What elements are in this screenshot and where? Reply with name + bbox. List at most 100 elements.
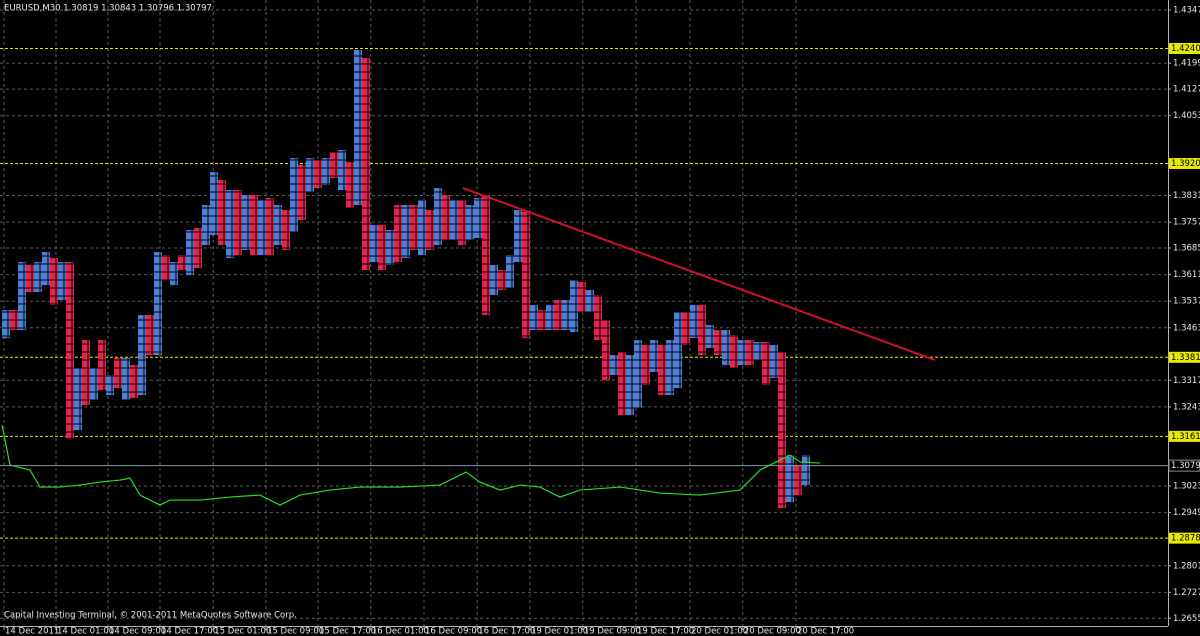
level-label: 1.33810 — [1171, 353, 1200, 363]
x-tick-label: 19 Dec 17:00 — [637, 627, 694, 636]
chart-title: EURUSD,M30 1.30819 1.30843 1.30796 1.307… — [4, 4, 212, 14]
o-column — [314, 160, 322, 189]
x-column — [274, 205, 282, 246]
x-tick-label: 15 Dec 01:00 — [214, 627, 271, 636]
x-column — [322, 158, 330, 186]
x-tick-label: 15 Dec 17:00 — [319, 627, 376, 636]
o-column — [50, 258, 58, 306]
y-tick-label: 1.41991 — [1173, 59, 1200, 69]
grid — [0, 0, 1168, 626]
o-column — [298, 165, 306, 221]
o-column — [394, 205, 402, 263]
x-column — [650, 340, 658, 373]
x-tick-label: 16 Dec 01:00 — [372, 627, 429, 636]
o-column — [234, 190, 242, 256]
x-column — [170, 262, 178, 286]
copyright: Capital Investing Terminal, © 2001-2011 … — [4, 611, 297, 621]
x-column — [258, 200, 266, 256]
x-column — [306, 158, 314, 193]
x-column — [610, 355, 618, 376]
y-tick-label: 1.36851 — [1173, 243, 1200, 253]
o-column — [538, 310, 546, 331]
x-column — [690, 305, 698, 339]
o-column — [522, 212, 530, 339]
x-tick-label: 14 Dec 01:00 — [57, 627, 114, 636]
x-column — [122, 358, 130, 401]
o-column — [218, 180, 226, 246]
o-column — [458, 200, 466, 246]
o-column — [378, 225, 386, 271]
o-column — [714, 330, 722, 356]
o-column — [762, 342, 770, 386]
o-column — [10, 310, 18, 331]
x-column — [586, 290, 594, 313]
o-column — [426, 210, 434, 251]
y-tick-label: 1.30231 — [1173, 481, 1200, 491]
x-column — [418, 200, 426, 256]
o-column — [26, 265, 34, 293]
level-label-box — [1169, 351, 1200, 363]
x-tick-label: 14 Dec 09:00 — [109, 627, 166, 636]
y-tick-label: 1.27271 — [1173, 588, 1200, 598]
level-label-box — [1169, 158, 1200, 170]
y-tick-label: 1.36111 — [1173, 270, 1200, 280]
x-tick-label: 19 Dec 09:00 — [584, 627, 641, 636]
x-tick-label: 19 Dec 01:00 — [531, 627, 588, 636]
x-column — [802, 455, 810, 486]
level-label: 1.39200 — [1171, 159, 1200, 169]
x-column — [450, 200, 458, 241]
x-column — [666, 340, 674, 396]
y-tick-label: 1.28011 — [1173, 561, 1200, 571]
y-tick-label: 1.35371 — [1173, 297, 1200, 307]
x-column — [210, 172, 218, 236]
o-column — [162, 255, 170, 281]
x-column — [770, 345, 778, 379]
y-tick-label: 1.34631 — [1173, 323, 1200, 333]
x-column — [722, 330, 730, 366]
x-column — [386, 230, 394, 266]
o-column — [410, 205, 418, 251]
x-column — [434, 188, 442, 246]
o-column — [698, 305, 706, 356]
o-column — [82, 340, 90, 406]
o-column — [178, 255, 186, 271]
o-column — [498, 270, 506, 291]
o-column — [794, 465, 802, 496]
indicator-line — [1, 424, 821, 506]
x-column — [634, 340, 642, 409]
x-tick-label: 16 Dec 17:00 — [478, 627, 535, 636]
y-tick-label: 1.26551 — [1173, 614, 1200, 624]
y-tick-label: 1.41271 — [1173, 85, 1200, 95]
x-column — [154, 252, 162, 356]
x-column — [786, 455, 794, 503]
x-column — [290, 158, 298, 233]
o-column — [362, 58, 370, 271]
o-column — [482, 195, 490, 316]
trend-line — [462, 187, 936, 361]
level-label: 1.28780 — [1171, 534, 1200, 544]
y-tick-label: 1.4347 — [1173, 6, 1200, 16]
o-column — [554, 300, 562, 331]
x-tick-label: 20 Dec 09:00 — [744, 627, 801, 636]
x-column — [562, 300, 570, 331]
level-label-box — [1169, 430, 1200, 442]
level-label: 1.42400 — [1171, 44, 1200, 54]
x-column — [242, 195, 250, 251]
x-column — [34, 262, 42, 293]
o-column — [658, 345, 666, 396]
x-column — [42, 252, 50, 286]
o-column — [602, 320, 610, 381]
x-column — [2, 310, 10, 339]
last-price-label: 1.30797 — [1171, 461, 1200, 471]
y-tick-label: 1.32431 — [1173, 402, 1200, 412]
x-tick-label: 14 Dec 17:00 — [161, 627, 218, 636]
x-column — [354, 50, 362, 206]
o-column — [266, 198, 274, 256]
x-column — [90, 368, 98, 401]
o-column — [682, 312, 690, 346]
y-tick-label: 1.37571 — [1173, 218, 1200, 228]
